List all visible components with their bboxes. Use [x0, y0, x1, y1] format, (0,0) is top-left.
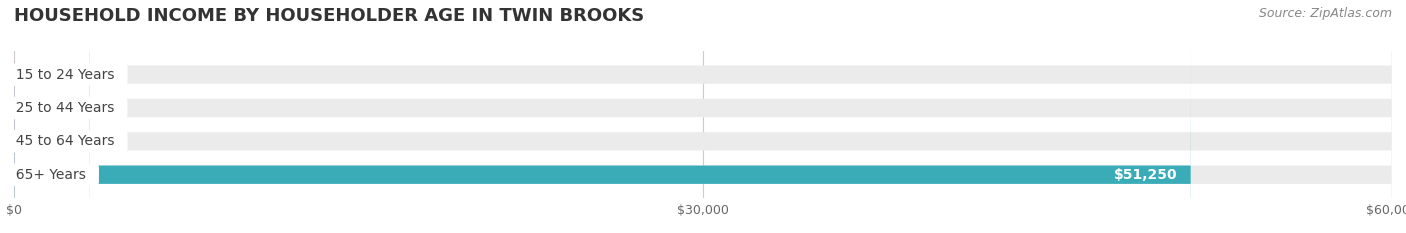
Text: $0: $0: [111, 101, 128, 115]
FancyBboxPatch shape: [14, 0, 1392, 233]
Text: $0: $0: [111, 134, 128, 148]
FancyBboxPatch shape: [14, 0, 90, 233]
FancyBboxPatch shape: [14, 0, 1392, 233]
Text: 25 to 44 Years: 25 to 44 Years: [7, 101, 124, 115]
FancyBboxPatch shape: [14, 0, 90, 233]
Text: HOUSEHOLD INCOME BY HOUSEHOLDER AGE IN TWIN BROOKS: HOUSEHOLD INCOME BY HOUSEHOLDER AGE IN T…: [14, 7, 644, 25]
FancyBboxPatch shape: [14, 0, 90, 233]
Text: 45 to 64 Years: 45 to 64 Years: [7, 134, 124, 148]
FancyBboxPatch shape: [14, 0, 1392, 233]
Text: $51,250: $51,250: [1114, 168, 1177, 182]
Text: 65+ Years: 65+ Years: [7, 168, 94, 182]
Text: Source: ZipAtlas.com: Source: ZipAtlas.com: [1258, 7, 1392, 20]
FancyBboxPatch shape: [14, 0, 1392, 233]
Text: 15 to 24 Years: 15 to 24 Years: [7, 68, 124, 82]
Text: $0: $0: [111, 68, 128, 82]
FancyBboxPatch shape: [14, 0, 1191, 233]
